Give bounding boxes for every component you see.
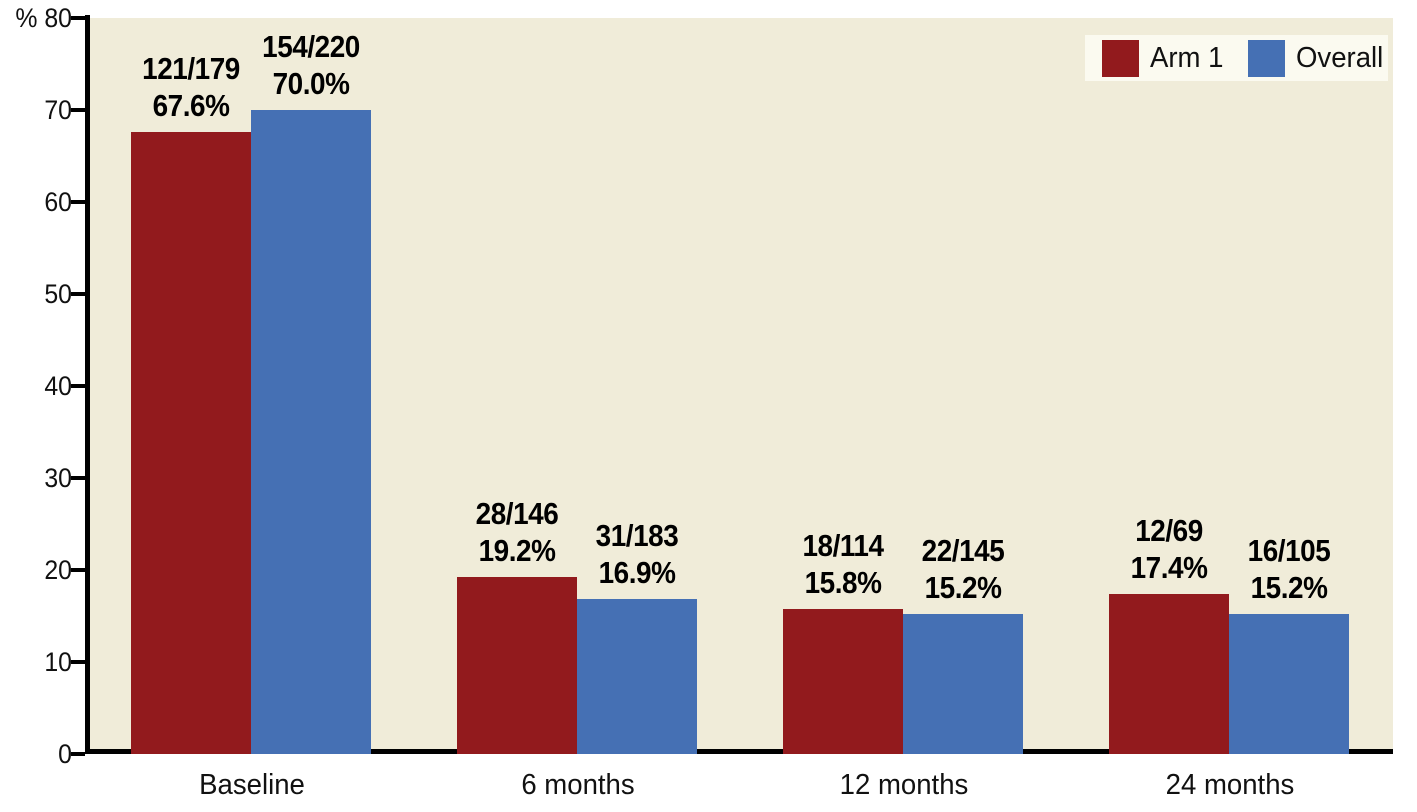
bar-value-label: 16/105 15.2% <box>1199 532 1379 606</box>
y-tick <box>71 16 85 20</box>
bar-overall-24-months <box>1229 614 1349 754</box>
y-tick <box>71 292 85 296</box>
y-tick-label: 0 <box>58 739 72 769</box>
bar-count-label: 154/220 <box>262 29 360 64</box>
bar-arm1-12-months <box>783 609 903 754</box>
bar-arm1-24-months <box>1109 594 1229 754</box>
y-tick <box>71 108 85 112</box>
y-tick-label: % 80 <box>15 3 73 33</box>
bar-value-label: 154/220 70.0% <box>221 28 401 102</box>
x-label-6-months: 6 months <box>521 769 635 801</box>
y-tick-label: 10 <box>44 647 72 677</box>
x-label-24-months: 24 months <box>1165 769 1295 801</box>
bar-arm1-baseline <box>131 132 251 754</box>
bar-percent-label: 17.4% <box>1130 550 1208 585</box>
bar-percent-label: 70.0% <box>272 66 350 101</box>
bar-percent-label: 67.6% <box>152 88 230 123</box>
bar-count-label: 12/69 <box>1135 513 1203 548</box>
bar-percent-label: 16.9% <box>598 555 676 590</box>
bar-arm1-6-months <box>457 577 577 754</box>
y-tick-label: 60 <box>44 187 72 217</box>
bar-overall-12-months <box>903 614 1023 754</box>
legend: Arm 1 Overall <box>1085 35 1388 81</box>
y-tick-label: 50 <box>44 279 72 309</box>
bar-percent-label: 15.8% <box>804 565 882 600</box>
legend-label-overall: Overall <box>1296 41 1384 74</box>
y-tick <box>71 660 85 664</box>
bar-value-label: 22/145 15.2% <box>873 532 1053 606</box>
y-tick <box>71 752 85 756</box>
bar-value-label: 12/69 17.4% <box>1079 512 1259 586</box>
y-axis-line <box>85 15 90 754</box>
legend-swatch-arm1 <box>1102 39 1139 77</box>
y-tick-label: 20 <box>44 555 72 585</box>
y-tick-label: 70 <box>44 95 72 125</box>
bar-value-label: 121/179 67.6% <box>101 50 281 124</box>
x-label-12-months: 12 months <box>839 769 969 801</box>
legend-label-arm1: Arm 1 <box>1150 41 1224 74</box>
bar-value-label: 18/114 15.8% <box>753 527 933 601</box>
x-axis-line <box>85 749 1393 754</box>
bar-overall-6-months <box>577 599 697 754</box>
bar-count-label: 31/183 <box>595 518 679 553</box>
y-tick <box>71 476 85 480</box>
x-label-baseline: Baseline <box>199 769 305 801</box>
bar-count-label: 18/114 <box>802 528 884 563</box>
bar-percent-label: 19.2% <box>478 533 556 568</box>
bar-count-label: 28/146 <box>475 496 559 531</box>
y-tick <box>71 384 85 388</box>
legend-swatch-overall <box>1248 39 1286 77</box>
bar-count-label: 16/105 <box>1247 533 1331 568</box>
bar-percent-label: 15.2% <box>924 570 1002 605</box>
bar-overall-baseline <box>251 110 371 754</box>
bar-count-label: 22/145 <box>921 533 1005 568</box>
bar-count-label: 121/179 <box>142 51 240 86</box>
bar-value-label: 31/183 16.9% <box>547 517 727 591</box>
y-tick <box>71 568 85 572</box>
bar-value-label: 28/146 19.2% <box>427 495 607 569</box>
y-tick <box>71 200 85 204</box>
bar-percent-label: 15.2% <box>1250 570 1328 605</box>
y-tick-label: 30 <box>44 463 72 493</box>
y-tick-label: 40 <box>44 371 72 401</box>
